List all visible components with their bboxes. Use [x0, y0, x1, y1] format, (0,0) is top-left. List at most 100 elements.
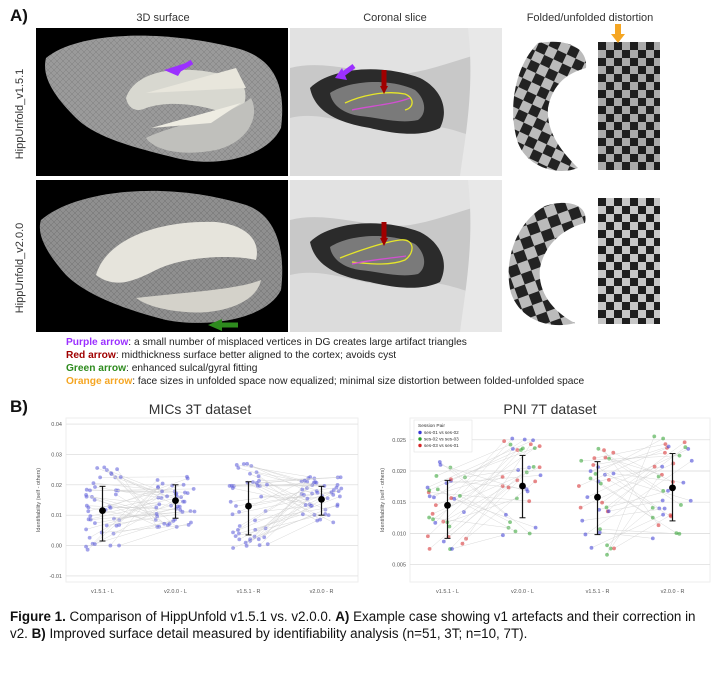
data-point: [111, 531, 116, 536]
data-point: [533, 479, 538, 484]
data-point: [593, 471, 598, 476]
data-point: [460, 541, 465, 546]
pair-line: [606, 507, 653, 546]
data-point: [683, 445, 688, 450]
data-point: [650, 536, 655, 541]
data-point: [597, 530, 602, 535]
data-point: [88, 514, 93, 519]
pair-line: [232, 489, 334, 533]
data-point: [458, 494, 462, 498]
pair-line: [590, 478, 677, 534]
data-point: [102, 465, 107, 470]
data-point: [175, 504, 180, 509]
data-point: [174, 524, 179, 529]
data-point: [334, 485, 339, 490]
data-point: [663, 442, 668, 447]
data-point: [104, 523, 109, 528]
data-point: [513, 529, 518, 534]
surface-3d-image-v2: [36, 180, 288, 332]
data-point: [178, 507, 183, 512]
data-point: [432, 495, 436, 500]
data-point: [181, 482, 186, 487]
data-point: [689, 458, 694, 463]
pair-line: [429, 486, 503, 550]
data-point: [325, 496, 330, 501]
data-point: [336, 489, 341, 494]
data-point: [532, 446, 537, 451]
data-point: [605, 552, 609, 557]
legend-title: Session Pair: [418, 423, 445, 429]
data-point: [602, 448, 606, 453]
data-point: [677, 453, 682, 458]
data-point: [528, 442, 533, 447]
pair-line: [448, 487, 509, 538]
mean-point: [594, 493, 601, 501]
row-label-v2: HippUnfold_v2.0.0: [14, 222, 26, 314]
data-point: [433, 503, 438, 508]
pair-line: [443, 480, 518, 522]
data-point: [606, 509, 611, 514]
data-point: [315, 518, 320, 523]
legend-entry: ses-03 vs ses-01: [424, 443, 459, 448]
legend-green-name: Green arrow: [66, 363, 127, 374]
y-tick-label: 0.025: [392, 438, 406, 444]
data-point: [527, 499, 532, 504]
pair-line: [604, 474, 691, 501]
data-point: [87, 535, 92, 540]
legend-red: Red arrow: midthickness surface better a…: [66, 349, 584, 362]
pair-line: [85, 519, 176, 547]
data-point: [265, 482, 269, 487]
data-point: [253, 518, 257, 523]
pair-line: [115, 494, 168, 526]
pair-line: [119, 506, 180, 526]
data-point: [583, 532, 588, 537]
folded-surface-v2: [505, 198, 591, 328]
data-point: [600, 500, 604, 505]
data-point: [427, 515, 432, 520]
data-point: [186, 523, 191, 527]
pair-line: [248, 492, 318, 507]
data-point: [84, 487, 89, 492]
caption-text1: Comparison of HippUnfold v1.5.1 vs. v2.0…: [65, 609, 336, 624]
legend-orange-name: Orange arrow: [66, 376, 133, 387]
data-point: [661, 436, 666, 441]
data-point: [656, 523, 661, 528]
pair-line: [454, 498, 536, 528]
data-point: [262, 535, 267, 540]
data-point: [591, 463, 596, 467]
mean-point: [99, 507, 106, 515]
data-point: [98, 475, 103, 480]
pair-line: [233, 504, 338, 549]
legend-orange: Orange arrow: face sizes in unfolded spa…: [66, 375, 584, 388]
data-point: [228, 499, 233, 504]
data-point: [313, 480, 318, 484]
data-point: [155, 478, 160, 482]
data-point: [447, 524, 452, 529]
data-point: [652, 464, 657, 469]
panel-a-label: A): [10, 6, 28, 25]
pair-line: [106, 469, 163, 492]
pair-line: [91, 496, 160, 527]
data-point: [244, 543, 249, 548]
legend-purple: Purple arrow: a small number of misplace…: [66, 336, 584, 349]
data-point: [85, 547, 90, 552]
data-point: [433, 520, 438, 525]
y-tick-label: 0.005: [392, 563, 406, 569]
y-tick-label: 0.04: [51, 422, 62, 428]
data-point: [338, 475, 343, 480]
pair-line: [590, 446, 669, 472]
data-point: [682, 440, 687, 445]
pair-line: [591, 514, 664, 549]
data-point: [437, 460, 442, 464]
data-point: [160, 481, 165, 486]
pair-line: [94, 486, 162, 499]
pair-line: [433, 439, 525, 498]
pair-line: [598, 448, 664, 492]
pair-line: [427, 449, 518, 537]
caption-b-label: B): [31, 625, 46, 641]
pair-line: [599, 532, 653, 539]
pair-line: [88, 504, 160, 520]
data-point: [669, 514, 673, 519]
y-tick-label: 0.01: [51, 513, 62, 519]
